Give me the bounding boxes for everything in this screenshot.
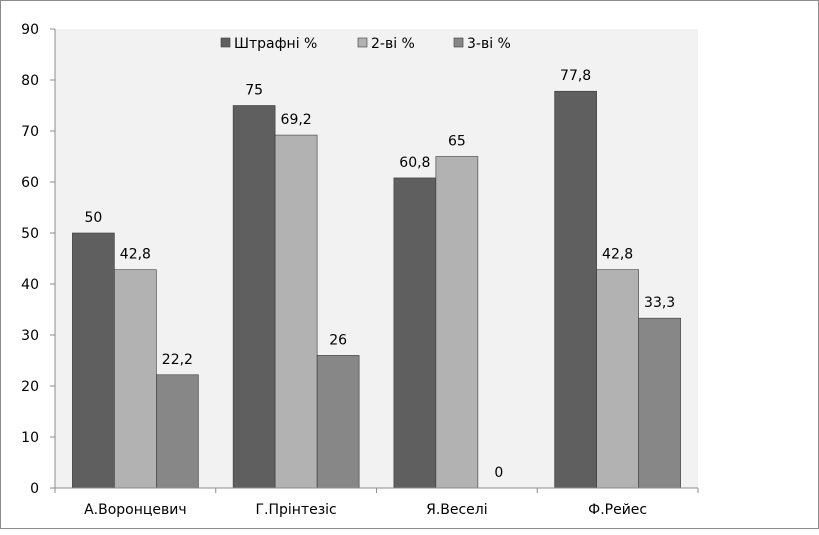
data-label: 69,2	[281, 112, 312, 128]
bar	[554, 90, 597, 489]
bar	[114, 269, 157, 489]
data-label: 26	[329, 332, 347, 348]
bar	[274, 134, 318, 489]
legend-label: 3-ві %	[467, 36, 511, 52]
y-tick-label: 40	[21, 277, 39, 293]
legend-label: 2-ві %	[371, 36, 415, 52]
y-tick-label: 60	[21, 175, 39, 191]
data-label: 42,8	[120, 247, 151, 263]
bar	[156, 374, 199, 489]
x-axis: А.Воронцевич Г.Прінтезіс Я.Веселі Ф.Рейес	[54, 487, 699, 518]
data-labels-group: 50 42,8 22,2 75 69,2 26 60,8 65 0 77,8 42,8 33,3	[84, 68, 675, 481]
data-label: 42,8	[602, 247, 633, 263]
data-label: 65	[448, 134, 466, 150]
bar	[393, 177, 437, 489]
data-label: 60,8	[399, 155, 430, 171]
bar	[638, 317, 681, 489]
bar	[232, 105, 276, 489]
y-axis: 0 10 20 30 40 50 60 70 80 90	[21, 22, 56, 497]
x-category-label: Ф.Рейес	[588, 502, 647, 518]
y-tick-label: 10	[21, 430, 39, 446]
x-category-label: Г.Прінтезіс	[256, 502, 337, 518]
legend-swatch	[220, 37, 231, 48]
data-label: 0	[494, 465, 503, 481]
bar	[316, 355, 360, 489]
y-tick-label: 80	[21, 73, 39, 89]
legend: Штрафні % 2-ві % 3-ві %	[220, 36, 511, 52]
y-tick-label: 0	[30, 481, 39, 497]
bars-group	[72, 90, 681, 489]
y-tick-label: 50	[21, 226, 39, 242]
x-category-label: Я.Веселі	[426, 502, 488, 518]
y-tick-label: 20	[21, 379, 39, 395]
bar	[596, 269, 639, 489]
legend-swatch	[453, 37, 464, 48]
x-category-label: А.Воронцевич	[84, 502, 187, 518]
legend-label: Штрафні %	[234, 36, 317, 52]
data-label: 77,8	[560, 68, 591, 84]
bar	[72, 232, 115, 489]
data-label: 75	[245, 83, 263, 99]
bar	[435, 156, 479, 489]
y-tick-label: 70	[21, 124, 39, 140]
y-tick-label: 30	[21, 328, 39, 344]
legend-swatch	[357, 37, 368, 48]
data-label: 22,2	[162, 352, 193, 368]
y-tick-label: 90	[21, 22, 39, 38]
data-label: 50	[84, 210, 102, 226]
data-label: 33,3	[644, 295, 675, 311]
